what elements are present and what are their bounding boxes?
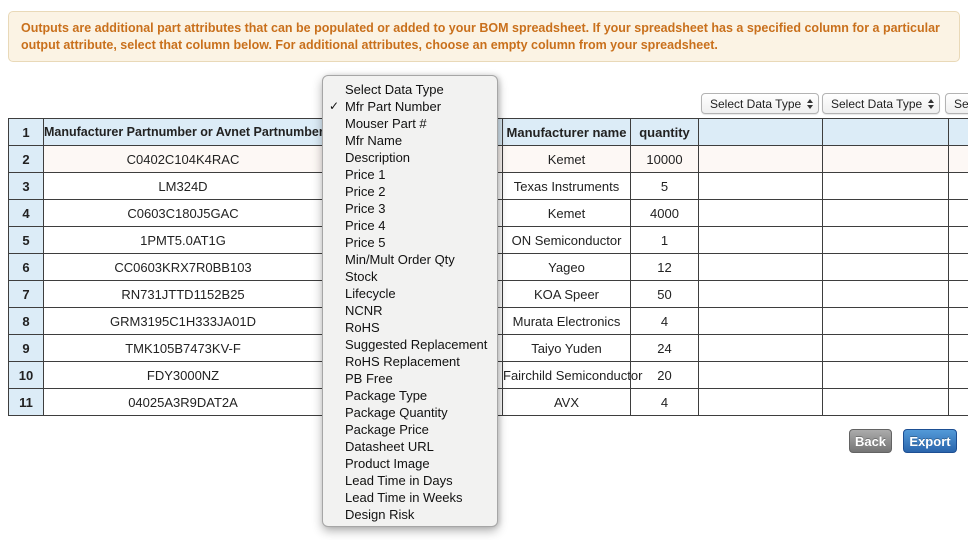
menu-item[interactable]: NCNR: [345, 303, 383, 318]
menu-item[interactable]: RoHS Replacement: [345, 354, 460, 369]
menu-item[interactable]: Package Price: [345, 422, 429, 437]
empty-column-header: [698, 118, 823, 146]
menu-item[interactable]: Price 1: [345, 167, 386, 182]
menu-item[interactable]: Package Quantity: [345, 405, 448, 420]
menu-item[interactable]: Lifecycle: [345, 286, 396, 301]
manufacturer-column-header: Manufacturer name: [502, 118, 631, 146]
manufacturer-cell: ON Semiconductor: [502, 226, 631, 254]
row-number: 5: [8, 226, 44, 254]
row-number: 9: [8, 334, 44, 362]
partnumber-column-header: Manufacturer Partnumber or Avnet Partnum…: [43, 118, 323, 146]
quantity-column-header: quantity: [630, 118, 699, 146]
manufacturer-cell: Kemet: [502, 145, 631, 173]
quantity-cell: 12: [630, 253, 699, 281]
back-button[interactable]: Back: [849, 429, 892, 453]
select-updown-arrows-icon: [928, 98, 934, 109]
empty-column-header: [822, 118, 949, 146]
quantity-cell: 4: [630, 388, 699, 416]
menu-item[interactable]: Price 5: [345, 235, 386, 250]
select-updown-arrows-icon: [807, 98, 813, 109]
manufacturer-cell: Kemet: [502, 199, 631, 227]
partnumber-cell: 1PMT5.0AT1G: [43, 226, 323, 254]
partnumber-cell: FDY3000NZ: [43, 361, 323, 389]
partnumber-cell: C0402C104K4RAC: [43, 145, 323, 173]
quantity-cell: 20: [630, 361, 699, 389]
quantity-cell: 10000: [630, 145, 699, 173]
row-number: 8: [8, 307, 44, 335]
quantity-cell: 4: [630, 307, 699, 335]
manufacturer-cell: Fairchild Semiconductor: [502, 361, 642, 389]
manufacturer-cell: Yageo: [502, 253, 631, 281]
quantity-cell: 1: [630, 226, 699, 254]
row-number: 11: [8, 388, 44, 416]
quantity-cell: 50: [630, 280, 699, 308]
export-button[interactable]: Export: [903, 429, 957, 453]
menu-item[interactable]: Datasheet URL: [345, 439, 434, 454]
menu-item[interactable]: RoHS: [345, 320, 380, 335]
menu-item[interactable]: Stock: [345, 269, 378, 284]
select-value: Select Data Type: [831, 96, 923, 111]
partnumber-cell: TMK105B7473KV-F: [43, 334, 323, 362]
partnumber-cell: GRM3195C1H333JA01D: [43, 307, 323, 335]
partnumber-cell: C0603C180J5GAC: [43, 199, 323, 227]
row-number: 7: [8, 280, 44, 308]
menu-item[interactable]: Price 3: [345, 201, 386, 216]
menu-item[interactable]: Description: [345, 150, 411, 165]
menu-item[interactable]: Price 2: [345, 184, 386, 199]
data-type-dropdown-menu: Select Data Type ✓ Mfr Part Number Mouser…: [322, 75, 498, 527]
menu-item[interactable]: Price 4: [345, 218, 386, 233]
partnumber-cell: 04025A3R9DAT2A: [43, 388, 323, 416]
menu-item[interactable]: Lead Time in Weeks: [345, 490, 463, 505]
quantity-cell: 24: [630, 334, 699, 362]
manufacturer-cell: Taiyo Yuden: [502, 334, 631, 362]
partnumber-cell: RN731JTTD1152B25: [43, 280, 323, 308]
partnumber-cell: CC0603KRX7R0BB103: [43, 253, 323, 281]
manufacturer-cell: Texas Instruments: [502, 172, 631, 200]
quantity-cell: 5: [630, 172, 699, 200]
checkmark-icon: ✓: [329, 99, 340, 113]
row-number: 2: [8, 145, 44, 173]
manufacturer-cell: KOA Speer: [502, 280, 631, 308]
select-value: Select Data Type: [954, 96, 968, 111]
row-number: 1: [8, 118, 44, 146]
outputs-info-banner: Outputs are additional part attributes t…: [8, 11, 960, 62]
row-number: 4: [8, 199, 44, 227]
menu-item[interactable]: PB Free: [345, 371, 393, 386]
menu-item[interactable]: Select Data Type: [345, 82, 444, 97]
manufacturer-cell: Murata Electronics: [502, 307, 631, 335]
manufacturer-cell: AVX: [502, 388, 631, 416]
column-data-type-select-3[interactable]: Select Data Type: [945, 93, 968, 114]
menu-item[interactable]: Min/Mult Order Qty: [345, 252, 455, 267]
menu-item[interactable]: Lead Time in Days: [345, 473, 453, 488]
row-number: 6: [8, 253, 44, 281]
menu-item-selected[interactable]: ✓ Mfr Part Number: [329, 99, 442, 114]
menu-item[interactable]: Mouser Part #: [345, 116, 427, 131]
quantity-cell: 4000: [630, 199, 699, 227]
menu-item[interactable]: Mfr Name: [345, 133, 403, 148]
column-data-type-select-2[interactable]: Select Data Type: [822, 93, 940, 114]
select-value: Select Data Type: [710, 96, 802, 111]
row-number: 3: [8, 172, 44, 200]
empty-column-header: [948, 118, 968, 146]
partnumber-cell: LM324D: [43, 172, 323, 200]
menu-item[interactable]: Product Image: [345, 456, 430, 471]
menu-item[interactable]: Design Risk: [345, 507, 415, 522]
menu-item[interactable]: Suggested Replacement: [345, 337, 488, 352]
column-data-type-select-1[interactable]: Select Data Type: [701, 93, 819, 114]
menu-item[interactable]: Package Type: [345, 388, 428, 403]
row-number: 10: [8, 361, 44, 389]
